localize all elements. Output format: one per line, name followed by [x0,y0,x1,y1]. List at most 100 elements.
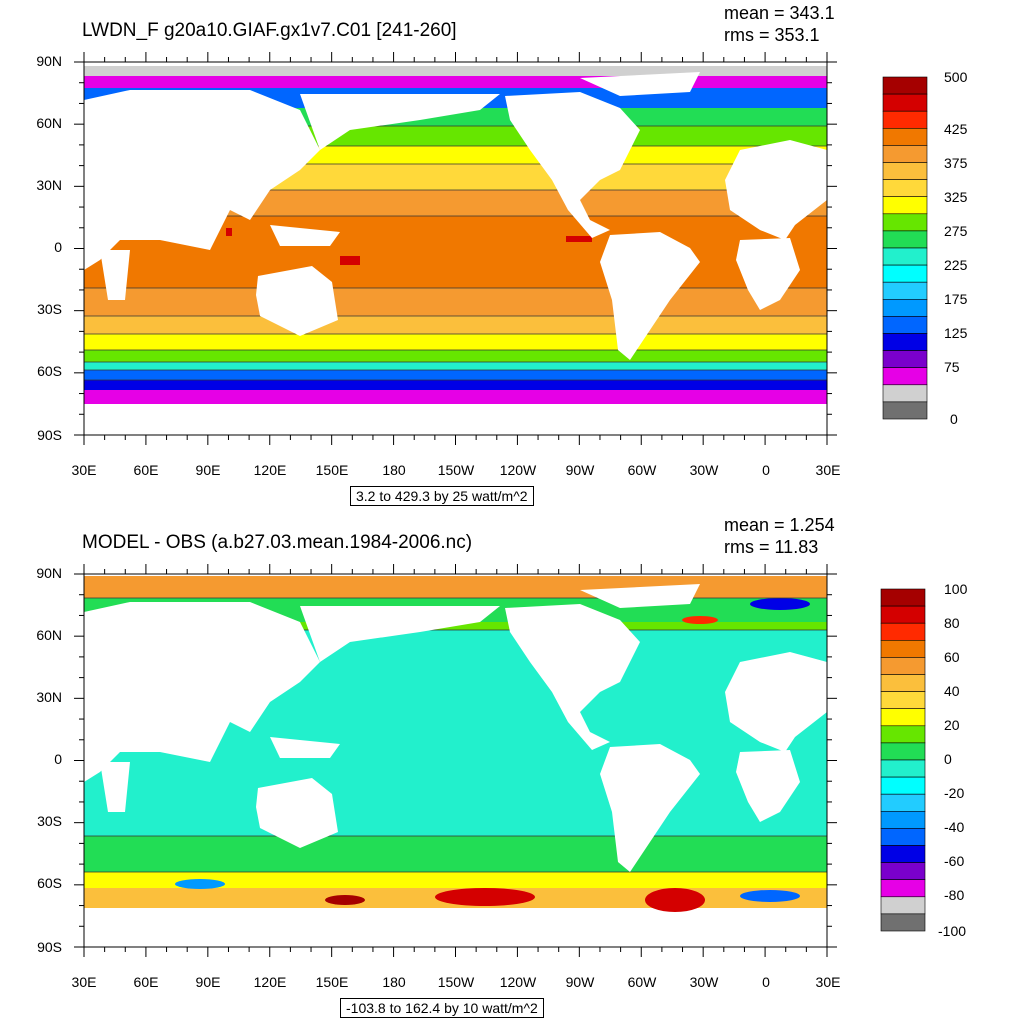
bottom-lat-label: 30S [37,813,62,829]
bottom-map-panel: MODEL - OBS (a.b27.03.mean.1984-2006.nc)… [0,512,1024,1024]
top-band-35s [84,316,827,334]
top-band-25s [84,288,827,316]
bottom-axis-ticks [74,564,837,957]
top-colorbar-label: 325 [944,189,968,205]
top-colorbar-swatch [882,384,928,403]
bottom-colorbar-swatch [880,776,926,795]
bottom-colorbar-swatch [880,759,926,778]
bottom-colorbar-label: -20 [944,785,965,801]
top-lat-label: 30S [37,301,62,317]
bottom-colorbar-swatch [880,622,926,641]
top-colorbar-swatch [882,230,928,249]
top-band-65s [84,380,827,390]
top-lon-label: 90E [195,462,221,478]
bottom-lat-label: 30N [36,689,62,705]
top-lon-label: 150E [315,462,349,478]
bottom-lat-label: 90S [37,939,62,955]
bottom-lon-label: 60W [627,974,657,990]
top-range-box: 3.2 to 429.3 by 25 watt/m^2 [350,486,534,506]
top-colorbar-swatch [882,299,928,317]
bottom-hotspot-east-antarctic [325,895,365,905]
bottom-lon-label: 90W [565,974,595,990]
bottom-colorbar-label: 60 [944,649,960,665]
bottom-map-title: MODEL - OBS (a.b27.03.mean.1984-2006.nc) [82,532,473,553]
top-colorbar-label: 75 [944,359,960,375]
bottom-colorbar-label: 40 [944,683,960,699]
top-band-antarctic [84,390,827,404]
top-colorbar-swatch [882,247,928,266]
top-colorbar-label: 275 [944,223,968,239]
top-colorbar [882,76,928,420]
top-colorbar-swatch [882,401,928,420]
bottom-band-arctic [84,576,827,598]
bottom-colorbar-swatch [880,793,926,812]
top-colorbar-swatch [882,333,928,351]
top-colorbar-swatch [882,145,928,163]
top-lon-label: 150W [437,462,475,478]
bottom-colorbar-swatch [880,879,926,898]
bottom-hotspot-ross-sea [435,888,535,906]
bottom-lat-label: 60N [36,627,62,643]
bottom-lon-label: 0 [762,974,770,990]
top-colorbar-swatch [882,127,928,146]
top-lon-label: 60W [627,462,657,478]
top-lon-label: 180 [382,462,406,478]
bottom-colorbar-swatch [880,639,926,658]
bottom-colorbar-swatch [880,913,926,932]
top-hotspot-pacific [340,256,360,265]
bottom-colorbar-label: -60 [944,853,965,869]
bottom-map-plot [74,564,837,957]
top-colorbar-label: 425 [944,121,968,137]
bottom-lat-label: 0 [54,751,62,767]
bottom-range-box: -103.8 to 162.4 by 10 watt/m^2 [340,998,544,1018]
top-colorbar-swatch [882,367,928,386]
bottom-colorbar-label: 20 [944,717,960,733]
top-colorbar-swatch [882,110,928,129]
top-colorbar-swatch [882,76,928,95]
top-lon-label: 120W [499,462,537,478]
bottom-hotspot-weddell-sea [645,888,705,912]
top-colorbar-label: 175 [944,291,968,307]
top-lat-label: 90N [36,53,62,69]
top-colorbar-swatch [882,93,928,112]
bottom-lon-label: 60E [133,974,159,990]
bottom-colorbar-swatch [880,657,926,675]
top-band-60s [84,370,827,380]
bottom-land-mask [84,584,827,947]
bottom-colorbar-swatch [880,896,926,915]
bottom-colorbar-swatch [880,605,926,624]
top-rms-stat: rms = 353.1 [724,25,820,45]
top-colorbar-label: 500 [944,69,968,85]
top-lon-label: 30E [815,462,841,478]
top-colorbar-swatch [882,196,928,215]
top-lat-label: 90S [37,427,62,443]
bottom-lon-label: 30E [815,974,841,990]
bottom-band-60s [84,872,827,888]
top-lon-label: 60E [133,462,159,478]
top-land-mask [84,72,827,435]
top-map-title: LWDN_F g20a10.GIAF.gx1v7.C01 [241-260] [82,20,457,41]
top-colorbar-label: 225 [944,257,968,273]
bottom-colorbar-swatch [880,725,926,744]
bottom-hotspot-labrador [682,616,718,624]
bottom-colorbar-swatch [880,862,926,881]
top-lat-label: 30N [36,177,62,193]
bottom-lon-label: 90E [195,974,221,990]
bottom-coldspot-atlantic-sector [740,890,800,902]
bottom-lon-label: 150W [437,974,475,990]
top-lon-label: 120E [253,462,287,478]
bottom-colorbar-label: -80 [944,887,965,903]
top-band-arctic-ice [84,66,827,76]
top-band-arctic [84,76,827,88]
top-lat-label: 60S [37,363,62,379]
top-colorbar-label: 375 [944,155,968,171]
top-colorbar-swatch [882,264,928,283]
bottom-colorbar-swatch [880,588,926,607]
top-contours [84,125,827,381]
bottom-colorbar-label: 100 [944,581,968,597]
top-colorbar-swatch [882,316,928,334]
bottom-coldspot-greenland-sea [750,598,810,610]
top-band-50s [84,350,827,362]
top-lon-label: 30E [71,462,97,478]
top-axis-ticks [74,52,837,445]
